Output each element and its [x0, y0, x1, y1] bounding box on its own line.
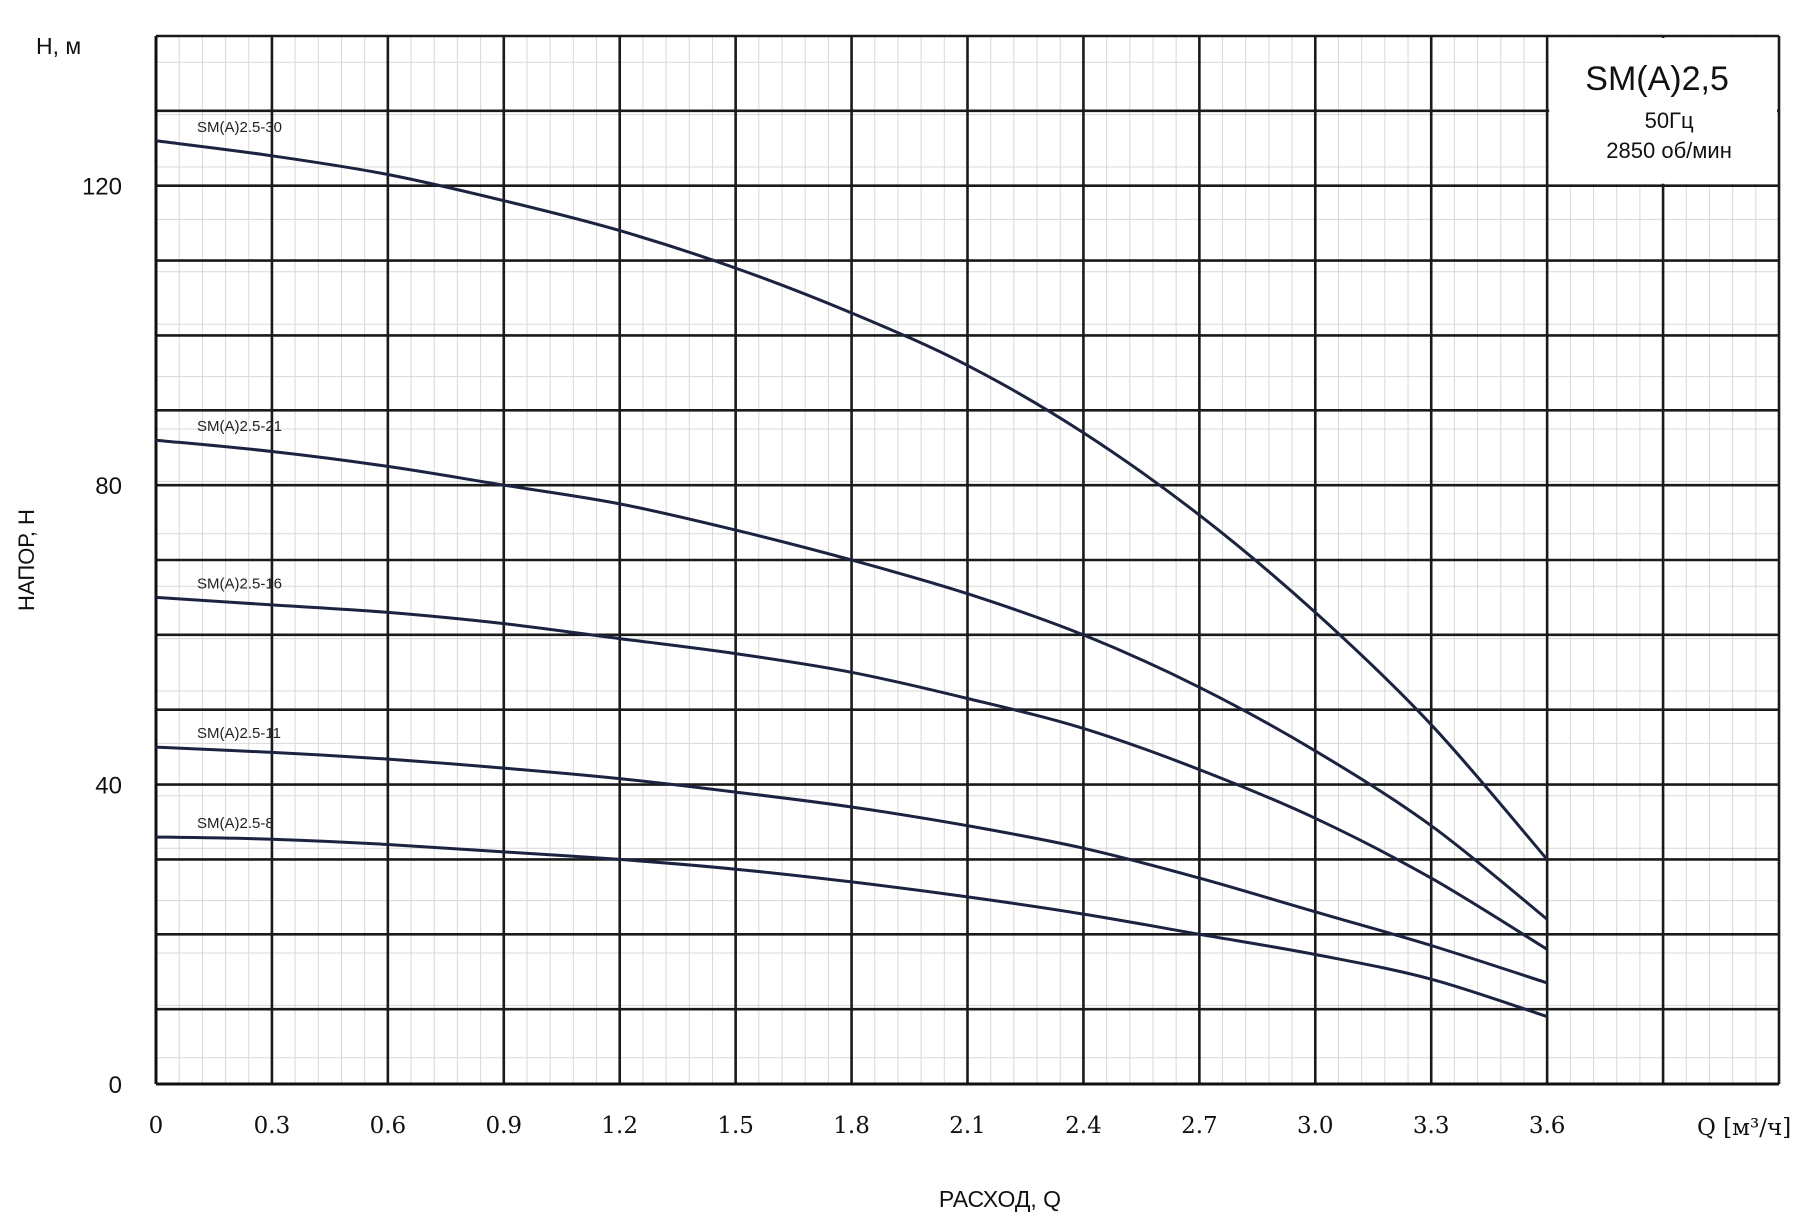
series-line: [155, 438, 1549, 921]
x-tick-label: 0: [149, 1113, 164, 1139]
series-name-label: SM(A)2.5-11: [197, 725, 281, 742]
x-tick-label: 1.8: [833, 1113, 870, 1139]
info-title: SM(A)2,5: [1585, 60, 1729, 98]
x-tick-label: 2.7: [1181, 1113, 1218, 1139]
y-axis-label: НАПОР, Н: [14, 509, 39, 611]
x-tick-label: 1.5: [717, 1113, 754, 1139]
series-name-label: SM(A)2.5-16: [197, 575, 282, 592]
y-unit-label: H, м: [36, 33, 81, 59]
x-tick-label: 3.0: [1297, 1113, 1334, 1139]
series-labels: SM(A)2.5-30 SM(A)2.5-21 SM(A)2.5-16 SM(A)2.…: [197, 119, 282, 832]
y-tick-label: 0: [109, 1072, 122, 1099]
x-tick-label: 2.1: [949, 1113, 986, 1139]
x-unit-label: Q [м³/ч]: [1697, 1115, 1791, 1141]
series-line: [155, 595, 1548, 951]
series-name-label: SM(A)2.5-8: [197, 815, 274, 832]
series-line: [155, 139, 1549, 861]
major-grid: [154, 34, 1781, 1086]
x-tick-label: 0.9: [485, 1113, 522, 1139]
axes: [154, 36, 1779, 1086]
info-frequency: 50Гц: [1645, 108, 1694, 133]
series-name-label: SM(A)2.5-21: [197, 418, 282, 435]
curves: [155, 139, 1549, 1019]
x-tick-label: 0.3: [254, 1113, 291, 1139]
x-tick-label: 3.6: [1529, 1113, 1566, 1139]
info-box: SM(A)2,5 50Гц 2850 об/мин: [1549, 38, 1777, 184]
series-line: [155, 745, 1548, 985]
x-tick-label: 3.3: [1413, 1113, 1450, 1139]
y-tick-label: 80: [95, 473, 122, 500]
y-tick-labels: 0 40 80 120: [82, 174, 122, 1099]
x-axis-label: РАСХОД, Q: [939, 1186, 1061, 1212]
series-line: [155, 835, 1548, 1019]
series-name-label: SM(A)2.5-30: [197, 119, 282, 136]
x-tick-label: 2.4: [1065, 1113, 1102, 1139]
y-tick-label: 120: [82, 174, 122, 201]
x-tick-labels: 0 0.3 0.6 0.9 1.2 1.5 1.8 2.1 2.4 2.7 3.0 3.3 3.6: [149, 1113, 1566, 1139]
y-tick-label: 40: [95, 773, 122, 800]
x-tick-label: 1.2: [601, 1113, 638, 1139]
info-box-background: [1549, 38, 1777, 184]
info-speed: 2850 об/мин: [1606, 138, 1732, 163]
x-tick-label: 0.6: [370, 1113, 407, 1139]
